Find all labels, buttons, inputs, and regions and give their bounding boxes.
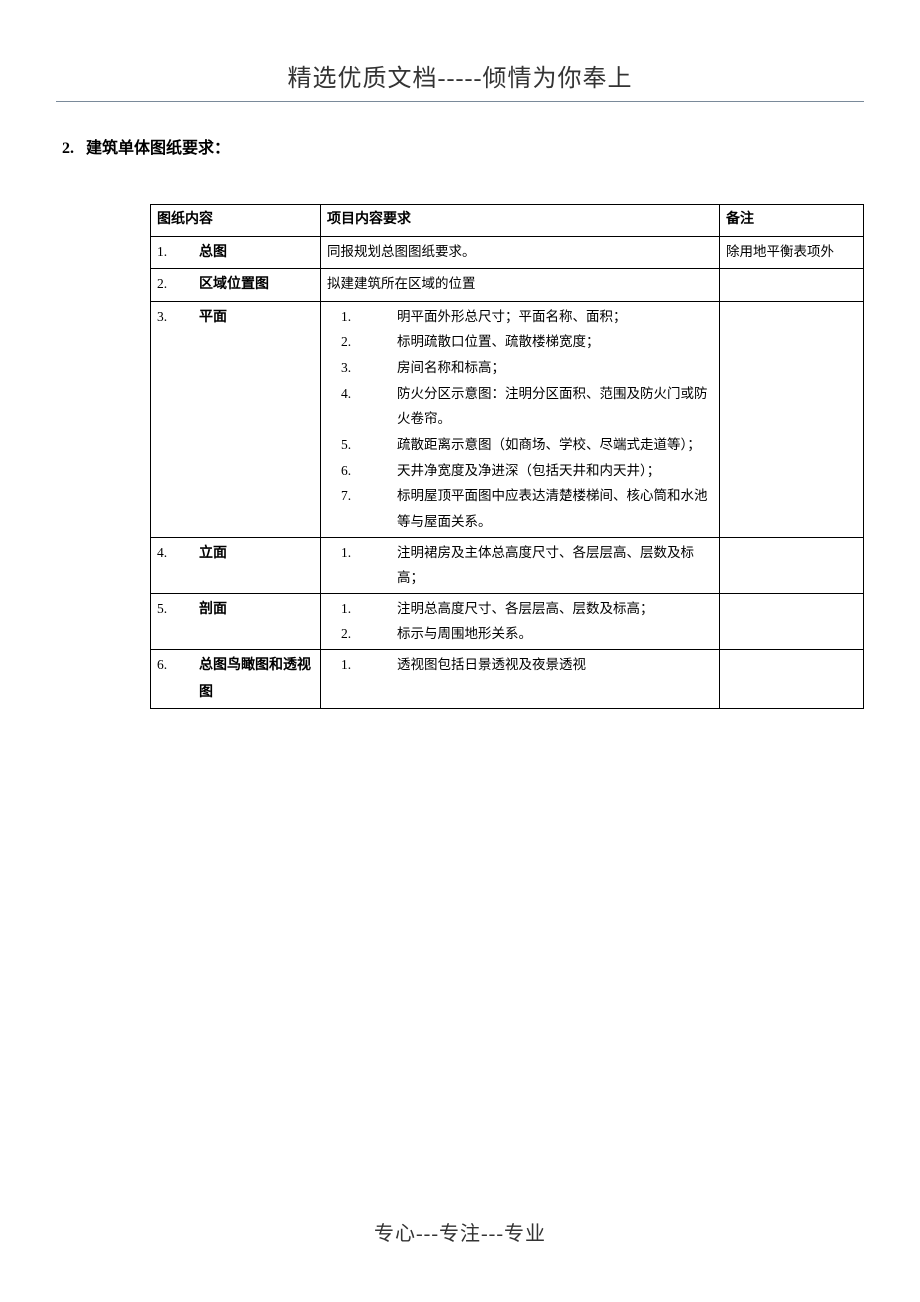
row-title: 剖面 — [199, 602, 227, 617]
cell-drawing-name: 5.剖面 — [151, 593, 321, 649]
row-title: 平面 — [199, 310, 227, 325]
list-item: 2.标明疏散口位置、疏散楼梯宽度； — [327, 329, 713, 355]
requirement-list: 1.透视图包括日景透视及夜景透视 — [327, 652, 713, 678]
list-item: 7.标明屋顶平面图中应表达清楚楼梯间、核心筒和水池等与屋面关系。 — [327, 483, 713, 534]
row-title: 总图鸟瞰图和透视 — [199, 658, 311, 673]
cell-drawing-name: 1.总图 — [151, 236, 321, 269]
col-header-content: 图纸内容 — [151, 205, 321, 237]
cell-requirement: 1.明平面外形总尺寸；平面名称、面积； 2.标明疏散口位置、疏散楼梯宽度； 3.… — [321, 301, 720, 537]
row-title-cont: 图 — [157, 680, 314, 707]
cell-remark — [720, 301, 864, 537]
requirement-list: 1.注明裙房及主体总高度尺寸、各层层高、层数及标高； — [327, 540, 713, 591]
table-row: 2.区域位置图 拟建建筑所在区域的位置 — [151, 269, 864, 302]
list-item: 1.明平面外形总尺寸；平面名称、面积； — [327, 304, 713, 330]
cell-remark — [720, 269, 864, 302]
footer-text: 专心---专注---专业 — [374, 1223, 546, 1245]
cell-requirement: 1.透视图包括日景透视及夜景透视 — [321, 650, 720, 709]
table-row: 6.总图鸟瞰图和透视 图 1.透视图包括日景透视及夜景透视 — [151, 650, 864, 709]
requirements-table: 图纸内容 项目内容要求 备注 1.总图 同报规划总图图纸要求。 除用地平衡表项外… — [150, 204, 864, 709]
list-item: 3.房间名称和标高； — [327, 355, 713, 381]
table-header-row: 图纸内容 项目内容要求 备注 — [151, 205, 864, 237]
row-number: 2. — [157, 271, 199, 297]
cell-drawing-name: 2.区域位置图 — [151, 269, 321, 302]
row-number: 5. — [157, 596, 199, 622]
list-item: 6.天井净宽度及净进深（包括天井和内天井）； — [327, 458, 713, 484]
row-title: 区域位置图 — [199, 277, 269, 292]
page-header: 精选优质文档-----倾情为你奉上 — [0, 0, 920, 93]
cell-remark — [720, 537, 864, 593]
section-title: 2. 建筑单体图纸要求： — [62, 134, 920, 158]
col-header-remark: 备注 — [720, 205, 864, 237]
list-item: 4.防火分区示意图：注明分区面积、范围及防火门或防火卷帘。 — [327, 381, 713, 432]
row-title: 立面 — [199, 546, 227, 561]
cell-drawing-name: 3.平面 — [151, 301, 321, 537]
requirement-list: 1.注明总高度尺寸、各层层高、层数及标高； 2.标示与周围地形关系。 — [327, 596, 713, 647]
table-row: 5.剖面 1.注明总高度尺寸、各层层高、层数及标高； 2.标示与周围地形关系。 — [151, 593, 864, 649]
row-number: 1. — [157, 239, 199, 265]
table-row: 1.总图 同报规划总图图纸要求。 除用地平衡表项外 — [151, 236, 864, 269]
cell-drawing-name: 6.总图鸟瞰图和透视 图 — [151, 650, 321, 709]
section-number: 2. — [62, 140, 74, 157]
col-header-requirement: 项目内容要求 — [321, 205, 720, 237]
cell-requirement: 1.注明裙房及主体总高度尺寸、各层层高、层数及标高； — [321, 537, 720, 593]
list-item: 2.标示与周围地形关系。 — [327, 621, 713, 647]
page-footer: 专心---专注---专业 — [0, 1217, 920, 1246]
header-rule — [56, 101, 864, 102]
list-item: 5.疏散距离示意图（如商场、学校、尽端式走道等）； — [327, 432, 713, 458]
row-number: 3. — [157, 304, 199, 330]
cell-remark — [720, 650, 864, 709]
table-row: 3.平面 1.明平面外形总尺寸；平面名称、面积； 2.标明疏散口位置、疏散楼梯宽… — [151, 301, 864, 537]
table-row: 4.立面 1.注明裙房及主体总高度尺寸、各层层高、层数及标高； — [151, 537, 864, 593]
cell-remark — [720, 593, 864, 649]
header-title: 精选优质文档-----倾情为你奉上 — [288, 66, 633, 92]
cell-requirement: 拟建建筑所在区域的位置 — [321, 269, 720, 302]
cell-requirement: 同报规划总图图纸要求。 — [321, 236, 720, 269]
list-item: 1.注明裙房及主体总高度尺寸、各层层高、层数及标高； — [327, 540, 713, 591]
row-number: 4. — [157, 540, 199, 566]
cell-remark: 除用地平衡表项外 — [720, 236, 864, 269]
requirement-list: 1.明平面外形总尺寸；平面名称、面积； 2.标明疏散口位置、疏散楼梯宽度； 3.… — [327, 304, 713, 535]
requirements-table-wrap: 图纸内容 项目内容要求 备注 1.总图 同报规划总图图纸要求。 除用地平衡表项外… — [150, 204, 864, 709]
list-item: 1.注明总高度尺寸、各层层高、层数及标高； — [327, 596, 713, 622]
cell-requirement: 1.注明总高度尺寸、各层层高、层数及标高； 2.标示与周围地形关系。 — [321, 593, 720, 649]
row-title: 总图 — [199, 245, 227, 260]
list-item: 1.透视图包括日景透视及夜景透视 — [327, 652, 713, 678]
section-heading: 建筑单体图纸要求： — [86, 140, 230, 157]
row-number: 6. — [157, 652, 199, 678]
cell-drawing-name: 4.立面 — [151, 537, 321, 593]
